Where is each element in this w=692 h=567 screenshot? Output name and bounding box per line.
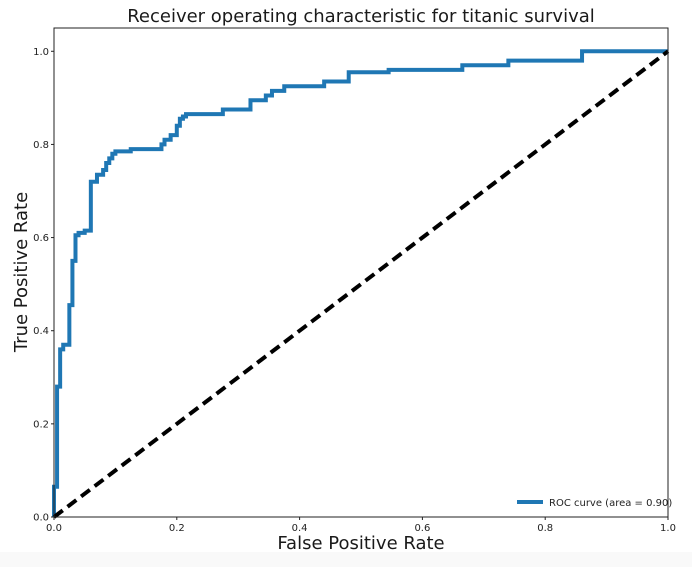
legend: ROC curve (area = 0.90) bbox=[517, 498, 672, 509]
y-tick-label: 0.2 bbox=[33, 419, 49, 430]
chart-title: Receiver operating characteristic for ti… bbox=[127, 6, 595, 27]
x-tick-label: 0.0 bbox=[46, 523, 62, 534]
x-tick-label: 0.2 bbox=[169, 523, 185, 534]
y-tick-label: 0.4 bbox=[33, 326, 49, 337]
x-tick-label: 0.4 bbox=[292, 523, 308, 534]
x-axis-label: False Positive Rate bbox=[277, 533, 444, 554]
x-tick-label: 1.0 bbox=[660, 523, 676, 534]
y-axis-ticks: 0.0 0.2 0.4 0.6 0.8 1.0 bbox=[33, 47, 54, 524]
x-axis-ticks: 0.0 0.2 0.4 0.6 0.8 1.0 bbox=[46, 517, 676, 534]
y-tick-label: 0.6 bbox=[33, 233, 49, 244]
roc-curve-line bbox=[52, 49, 668, 517]
figure-background bbox=[0, 0, 692, 552]
x-tick-label: 0.6 bbox=[414, 523, 430, 534]
series-layer bbox=[52, 49, 670, 519]
diagonal-reference-line bbox=[52, 49, 670, 519]
y-axis-label: True Positive Rate bbox=[11, 192, 32, 353]
legend-label-roc: ROC curve (area = 0.90) bbox=[549, 498, 672, 509]
plot-frame bbox=[53, 27, 669, 518]
y-tick-label: 1.0 bbox=[33, 47, 49, 58]
x-tick-label: 0.8 bbox=[537, 523, 553, 534]
plot-area bbox=[52, 27, 670, 519]
y-tick-label: 0.8 bbox=[33, 140, 49, 151]
y-tick-label: 0.0 bbox=[33, 513, 49, 524]
